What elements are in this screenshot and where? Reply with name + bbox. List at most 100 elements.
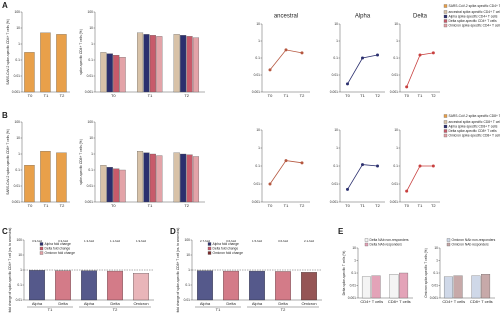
y-tick-label: 0.001	[85, 90, 93, 94]
bar	[371, 275, 381, 299]
panel-label: C	[2, 227, 8, 236]
y-tick-label: 1	[91, 152, 93, 156]
legend-swatch	[443, 23, 448, 28]
y-tick-label: 10	[16, 26, 20, 30]
group-label: T1	[216, 307, 221, 312]
x-tick-label: Delta	[226, 301, 236, 306]
bar	[106, 53, 113, 93]
legend-swatch	[39, 246, 44, 251]
y-axis-label: Omicron spike-specific T cells (%)	[424, 248, 428, 298]
y-tick-label: 0.01	[350, 283, 357, 287]
group-label: T2	[281, 307, 286, 312]
x-tick-label: T0	[268, 203, 273, 208]
x-tick-label: T1	[44, 203, 49, 208]
x-tick-label: Alpha	[84, 301, 95, 306]
y-tick-label: 0.001	[430, 296, 438, 300]
y-tick-label: 1	[258, 146, 260, 150]
bar	[40, 32, 51, 93]
line	[269, 49, 303, 71]
y-tick-label: 0.01	[254, 182, 261, 186]
bar	[24, 165, 35, 203]
y-tick-label: 0.1	[433, 271, 438, 275]
bar	[197, 270, 213, 301]
y-tick-label: 0.01	[14, 184, 21, 188]
point	[284, 48, 288, 52]
point	[405, 85, 409, 89]
x-tick-label: CD4+ T cells	[442, 299, 465, 304]
legend-swatch	[207, 246, 212, 251]
legend-swatch	[443, 120, 448, 124]
x-tick-label: T1	[148, 93, 153, 98]
annotation: 3.3-fold	[58, 239, 68, 243]
bar	[453, 275, 463, 299]
legend-label: Delta NAb non-responders	[370, 238, 409, 242]
x-tick-label: T1	[284, 93, 289, 98]
chart-title: Alpha	[355, 14, 371, 20]
y-tick-label: 0.1	[185, 283, 190, 287]
x-tick-label: Omicron	[301, 301, 316, 306]
y-tick-label: 10	[394, 128, 398, 132]
bar	[399, 272, 409, 299]
y-tick-label: 1	[354, 258, 356, 262]
x-tick-label: T1	[360, 93, 365, 98]
x-tick-label: T0	[111, 93, 116, 98]
legend-label: Delta spike-specific CD4+ T cells	[449, 19, 498, 23]
line	[406, 165, 434, 192]
y-tick-label: 100	[184, 238, 190, 242]
y-tick-label: 100	[87, 10, 93, 14]
y-tick-label: 1	[336, 146, 338, 150]
bar	[249, 270, 265, 301]
bar	[389, 274, 399, 299]
point	[418, 53, 422, 57]
y-tick-label: 0.001	[348, 296, 356, 300]
legend-label: Delta fold change	[45, 246, 71, 250]
bar	[113, 168, 120, 203]
annotation: 2.7-fold	[200, 239, 210, 243]
y-tick-label: 1	[396, 146, 398, 150]
y-tick-label: 0.1	[255, 56, 260, 60]
annotation: 2.1-fold	[304, 239, 314, 243]
x-tick-label: T0	[111, 203, 116, 208]
bar	[156, 155, 163, 203]
bar	[100, 165, 107, 203]
y-tick-label: 1	[258, 39, 260, 43]
y-tick-label: 0.1	[393, 56, 398, 60]
y-tick-label: 10	[89, 26, 93, 30]
bar	[55, 270, 71, 301]
panel-label: D	[170, 227, 176, 236]
bar	[143, 34, 150, 93]
y-axis-label: spike-specific CD8+ T cells (%)	[79, 139, 83, 185]
line	[269, 160, 303, 185]
point	[376, 53, 379, 57]
legend-swatch	[364, 242, 369, 247]
bar	[81, 270, 97, 301]
y-tick-label: 10	[186, 253, 190, 257]
panel-label: E	[338, 227, 344, 236]
x-tick-label: Omicron	[133, 301, 148, 306]
point	[284, 159, 288, 163]
bar	[275, 271, 291, 301]
bar	[137, 32, 144, 93]
bar	[143, 152, 150, 203]
point	[376, 164, 379, 168]
y-tick-label: 0.01	[432, 283, 439, 287]
y-tick-label: 1	[188, 268, 190, 272]
bar	[149, 35, 156, 93]
legend-label: ancestral spike-specific CD8+ T cells	[449, 120, 500, 124]
y-tick-label: 0.1	[333, 56, 338, 60]
y-tick-label: 10	[18, 253, 22, 257]
bar	[133, 273, 149, 301]
bar	[119, 57, 126, 93]
y-tick-label: 0.001	[390, 200, 398, 204]
x-tick-label: Alpha	[200, 301, 211, 306]
legend-label: Delta NAb responders	[370, 242, 403, 246]
legend-swatch	[446, 242, 451, 247]
annotation: 1.9-fold	[136, 239, 146, 243]
bar	[186, 154, 193, 203]
x-tick-label: T2	[184, 93, 189, 98]
bar	[137, 151, 144, 203]
y-tick-label: 0.1	[393, 164, 398, 168]
y-tick-label: 10	[352, 246, 356, 250]
x-tick-label: T2	[431, 93, 436, 98]
